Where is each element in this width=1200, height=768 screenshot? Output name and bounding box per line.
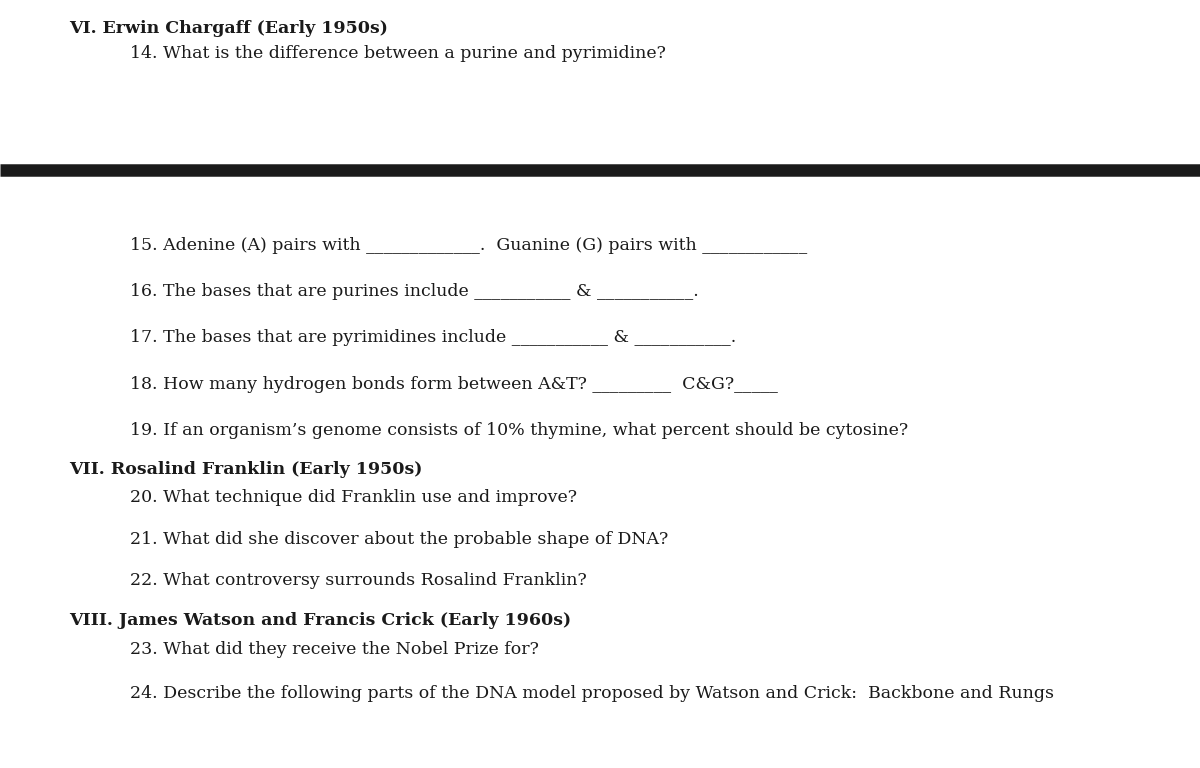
Text: VI. Erwin Chargaff (Early 1950s): VI. Erwin Chargaff (Early 1950s) (70, 20, 389, 37)
Text: VII. Rosalind Franklin (Early 1950s): VII. Rosalind Franklin (Early 1950s) (70, 461, 422, 478)
Text: 20. What technique did Franklin use and improve?: 20. What technique did Franklin use and … (130, 489, 577, 506)
Text: 17. The bases that are pyrimidines include ___________ & ___________.: 17. The bases that are pyrimidines inclu… (130, 329, 746, 346)
Text: 21. What did she discover about the probable shape of DNA?: 21. What did she discover about the prob… (130, 531, 668, 548)
Text: VIII. James Watson and Francis Crick (Early 1960s): VIII. James Watson and Francis Crick (Ea… (70, 612, 571, 629)
Text: 19. If an organism’s genome consists of 10% thymine, what percent should be cyto: 19. If an organism’s genome consists of … (130, 422, 907, 439)
Text: 22. What controversy surrounds Rosalind Franklin?: 22. What controversy surrounds Rosalind … (130, 572, 587, 589)
Text: 15. Adenine (A) pairs with _____________.  Guanine (G) pairs with ____________: 15. Adenine (A) pairs with _____________… (130, 237, 806, 254)
Text: 14. What is the difference between a purine and pyrimidine?: 14. What is the difference between a pur… (130, 45, 666, 62)
Text: 18. How many hydrogen bonds form between A&T? _________  C&G?_____: 18. How many hydrogen bonds form between… (130, 376, 778, 393)
Text: 23. What did they receive the Nobel Prize for?: 23. What did they receive the Nobel Priz… (130, 641, 539, 657)
Text: 16. The bases that are purines include ___________ & ___________.: 16. The bases that are purines include _… (130, 283, 709, 300)
Text: 24. Describe the following parts of the DNA model proposed by Watson and Crick: : 24. Describe the following parts of the … (130, 685, 1054, 702)
